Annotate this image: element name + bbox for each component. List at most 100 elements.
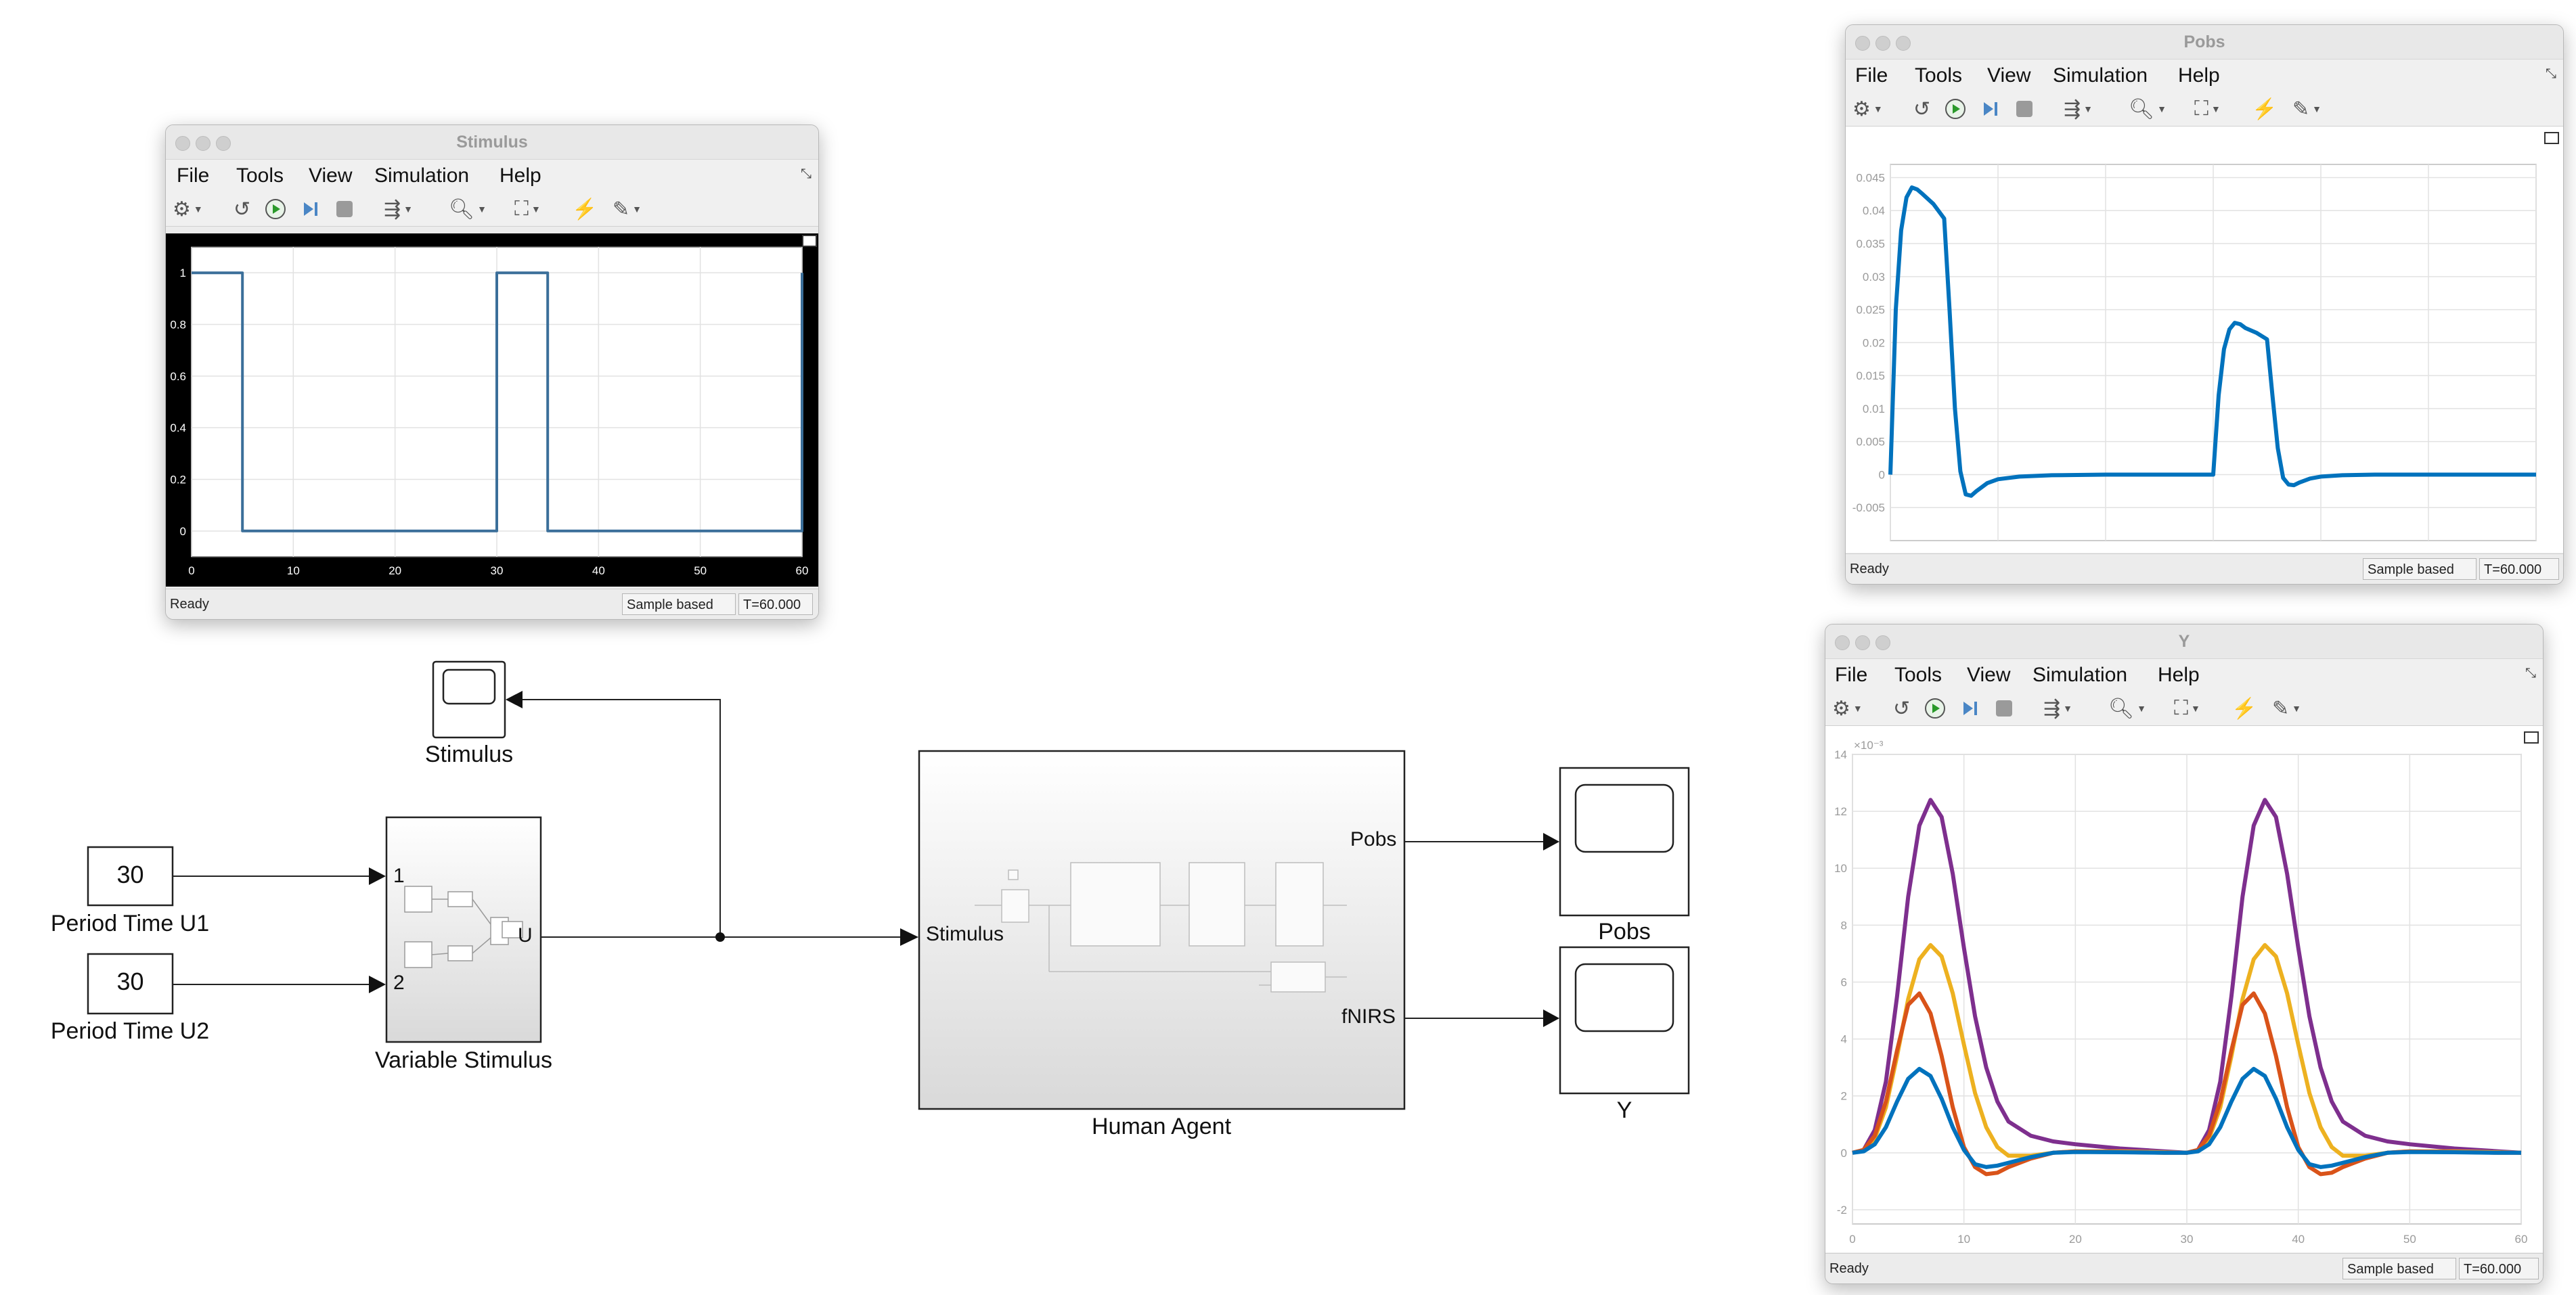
- restore-icon[interactable]: ↺: [1893, 697, 1911, 720]
- menu-view[interactable]: View: [309, 164, 353, 187]
- stimulus-scope-label[interactable]: Stimulus: [424, 742, 514, 767]
- human-agent-label[interactable]: Human Agent: [1091, 1114, 1232, 1139]
- status-bar: Ready Sample based T=60.000: [1825, 1253, 2543, 1283]
- constant-value-u1: 30: [116, 861, 144, 888]
- legend-toggle-icon[interactable]: [2544, 132, 2559, 144]
- pobs-plot[interactable]: 0 10 20 30 40 50 60 -0.005 0 0.005 0.01 0.015 0.02 0.…: [1846, 127, 2563, 564]
- signal-line-branch-stimulus[interactable]: [521, 699, 721, 937]
- status-time: T=60.000: [2479, 558, 2559, 580]
- highlight-icon[interactable]: ⇶ ▼: [2043, 697, 2072, 720]
- x-tick-label: 0: [188, 564, 194, 577]
- period-time-u1-label[interactable]: Period Time U1: [50, 911, 210, 936]
- menu-simulation[interactable]: Simulation: [2033, 664, 2128, 686]
- measurements-icon[interactable]: ✎ ▼: [613, 198, 642, 221]
- y-tick-label: -2: [1837, 1204, 1847, 1217]
- x-tick-label: 50: [2403, 1233, 2416, 1246]
- variable-stimulus-label[interactable]: Variable Stimulus: [374, 1047, 553, 1073]
- autoscale-icon[interactable]: ⛶ ▼: [2174, 697, 2200, 719]
- status-sample-mode: Sample based: [2342, 1258, 2456, 1279]
- period-time-u2-label[interactable]: Period Time U2: [50, 1018, 210, 1044]
- triggers-icon[interactable]: ⚡: [2231, 697, 2257, 720]
- stimulus-scope-window[interactable]: Stimulus File Tools View Simulation Help…: [165, 124, 819, 620]
- step-forward-icon[interactable]: [1959, 696, 1981, 721]
- minimize-window-button[interactable]: [196, 136, 210, 151]
- step-forward-icon[interactable]: [1980, 96, 2001, 122]
- undock-icon[interactable]: ⤡: [2546, 66, 2556, 81]
- arrowheads: [369, 691, 1559, 1027]
- run-icon[interactable]: [265, 196, 286, 222]
- triggers-icon[interactable]: ⚡: [2252, 97, 2278, 120]
- y-tick-label: 0.03: [1863, 271, 1885, 283]
- y-plot[interactable]: 0 10 20 30 40 50 60 -2 0 2 4 6 8 10 12 14 ×10⁻³: [1825, 726, 2543, 1252]
- menu-help[interactable]: Help: [2178, 64, 2220, 87]
- legend-toggle-icon[interactable]: [802, 235, 817, 247]
- constant-value-u2: 30: [116, 968, 144, 995]
- titlebar[interactable]: Y: [1825, 624, 2543, 659]
- triggers-icon[interactable]: ⚡: [572, 198, 598, 221]
- close-window-button[interactable]: [1835, 635, 1850, 650]
- menu-help[interactable]: Help: [2158, 664, 2200, 686]
- plot-area[interactable]: 0 10 20 30 40 50 60 -0.005 0 0.005 0.01 0.015 0.02 0.…: [1846, 127, 2563, 564]
- menu-simulation[interactable]: Simulation: [2053, 64, 2148, 87]
- highlight-icon[interactable]: ⇶ ▼: [2064, 97, 2093, 120]
- menu-help[interactable]: Help: [499, 164, 541, 187]
- plot-area[interactable]: 0 10 20 30 40 50 60 -2 0 2 4 6 8 10 12 14 ×10⁻³: [1825, 726, 2543, 1252]
- zoom-window-button[interactable]: [1896, 36, 1911, 51]
- constant-block-u1[interactable]: [87, 846, 174, 907]
- stop-icon[interactable]: [1993, 696, 2015, 721]
- menu-simulation[interactable]: Simulation: [374, 164, 470, 187]
- titlebar[interactable]: Pobs: [1846, 25, 2563, 60]
- zoom-icon[interactable]: 🔍︎ ▼: [2108, 697, 2146, 720]
- close-window-button[interactable]: [1855, 36, 1870, 51]
- run-icon[interactable]: [1924, 696, 1946, 721]
- undock-icon[interactable]: ⤡: [801, 166, 812, 181]
- settings-icon[interactable]: ⚙ ▼: [1832, 697, 1863, 720]
- undock-icon[interactable]: ⤡: [2525, 666, 2536, 681]
- autoscale-icon[interactable]: ⛶ ▼: [2194, 97, 2221, 120]
- stop-icon[interactable]: [2014, 96, 2035, 122]
- restore-icon[interactable]: ↺: [1913, 97, 1931, 120]
- menu-tools[interactable]: Tools: [1894, 664, 1942, 686]
- autoscale-icon[interactable]: ⛶ ▼: [514, 198, 541, 220]
- highlight-icon[interactable]: ⇶ ▼: [384, 198, 413, 221]
- y-tick-label: 0: [180, 525, 186, 538]
- status-bar: Ready Sample based T=60.000: [166, 589, 818, 619]
- stop-icon[interactable]: [334, 196, 355, 222]
- y-scope-label[interactable]: Y: [1616, 1097, 1633, 1123]
- zoom-icon[interactable]: 🔍︎ ▼: [449, 198, 487, 221]
- restore-icon[interactable]: ↺: [234, 198, 251, 221]
- y-tick-label: 12: [1834, 805, 1847, 818]
- measurements-icon[interactable]: ✎ ▼: [2292, 97, 2322, 120]
- plot-area[interactable]: 0 10 20 30 40 50 60 0 0.2 0.4 0.6 0.8 1: [166, 233, 818, 587]
- menu-view[interactable]: View: [1967, 664, 2011, 686]
- window-title: Y: [2178, 632, 2190, 651]
- titlebar[interactable]: Stimulus: [166, 125, 818, 160]
- stimulus-plot[interactable]: 0 10 20 30 40 50 60 0 0.2 0.4 0.6 0.8 1: [166, 233, 818, 587]
- minimize-window-button[interactable]: [1855, 635, 1870, 650]
- legend-toggle-icon[interactable]: [2524, 731, 2539, 744]
- x-tick-label: 50: [694, 564, 707, 577]
- pobs-scope-window[interactable]: Pobs File Tools View Simulation Help ⤡ ⚙…: [1845, 24, 2564, 585]
- zoom-icon[interactable]: 🔍︎ ▼: [2129, 97, 2167, 120]
- menu-file[interactable]: File: [1855, 64, 1888, 87]
- measurements-icon[interactable]: ✎ ▼: [2272, 697, 2301, 720]
- run-icon[interactable]: [1945, 96, 1966, 122]
- series-line: [1852, 1066, 2521, 1169]
- constant-block-u2[interactable]: [87, 953, 174, 1015]
- pobs-scope-label[interactable]: Pobs: [1598, 919, 1651, 945]
- minimize-window-button[interactable]: [1875, 36, 1890, 51]
- settings-icon[interactable]: ⚙ ▼: [1852, 97, 1883, 120]
- menu-view[interactable]: View: [1987, 64, 2031, 87]
- zoom-window-button[interactable]: [216, 136, 231, 151]
- y-tick-label: 6: [1841, 976, 1847, 989]
- zoom-window-button[interactable]: [1875, 635, 1890, 650]
- x-tick-label: 30: [2181, 1233, 2194, 1246]
- y-scope-window[interactable]: Y File Tools View Simulation Help ⤡ ⚙ ▼ ↺…: [1825, 624, 2544, 1284]
- menu-tools[interactable]: Tools: [236, 164, 284, 187]
- menu-file[interactable]: File: [177, 164, 210, 187]
- menu-file[interactable]: File: [1835, 664, 1868, 686]
- menu-tools[interactable]: Tools: [1915, 64, 1963, 87]
- settings-icon[interactable]: ⚙ ▼: [173, 198, 203, 221]
- step-forward-icon[interactable]: [300, 196, 321, 222]
- close-window-button[interactable]: [175, 136, 190, 151]
